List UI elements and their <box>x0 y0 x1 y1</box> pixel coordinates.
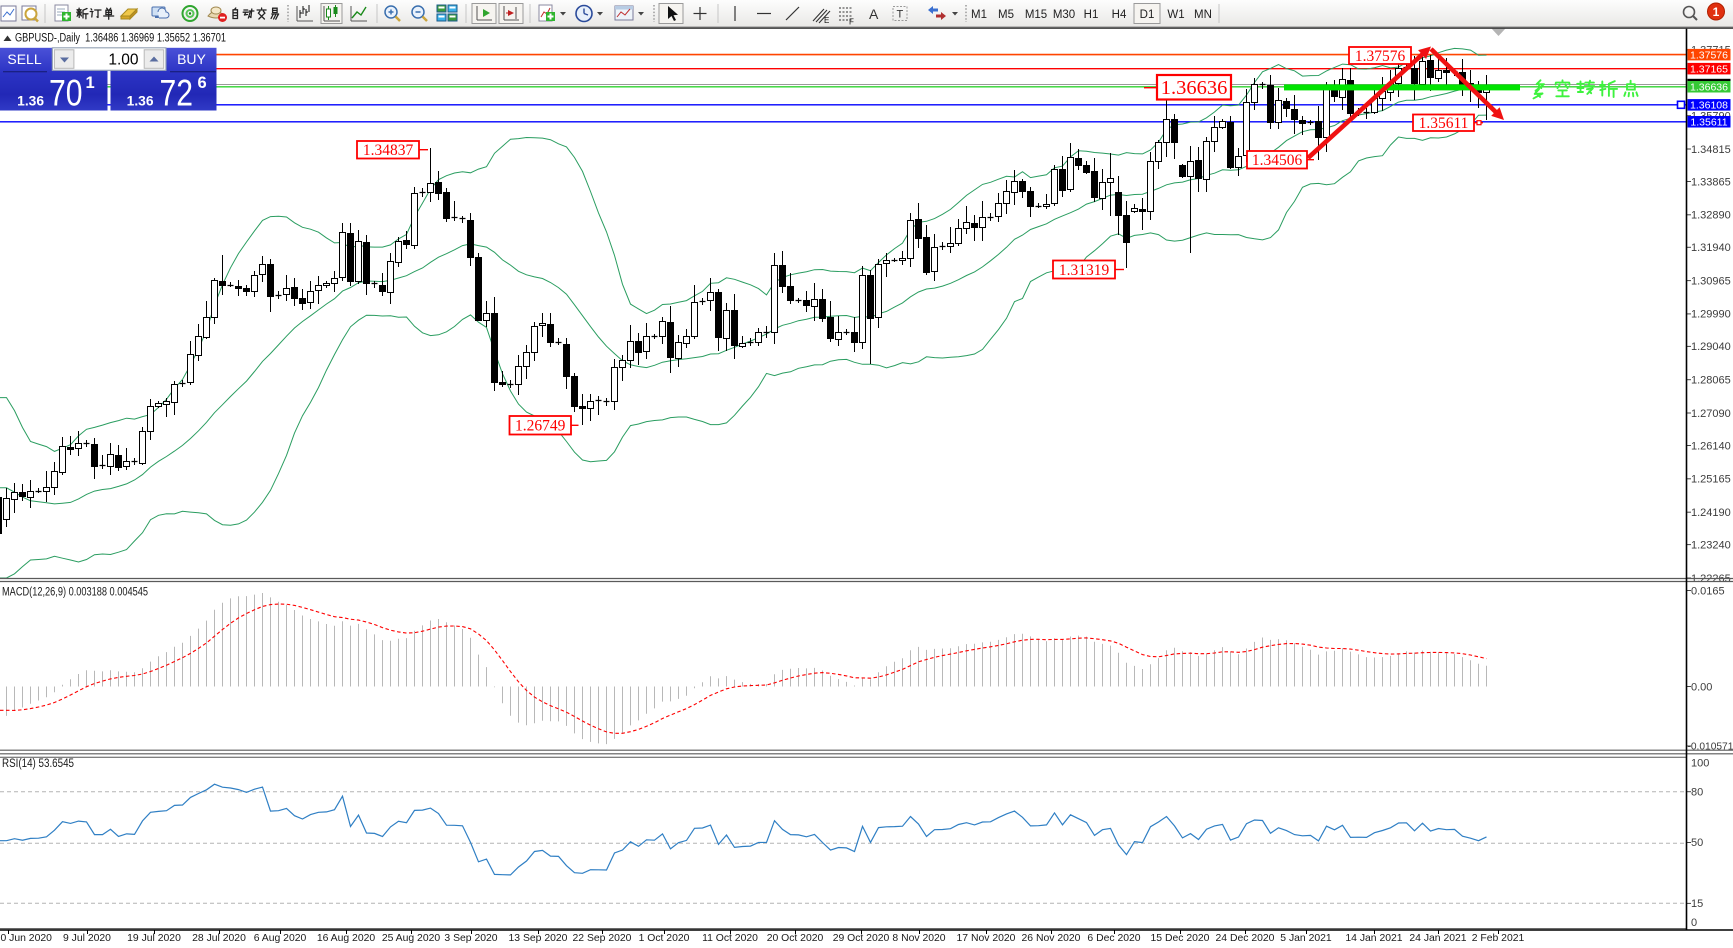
svg-text:1.32890: 1.32890 <box>1691 210 1731 222</box>
svg-text:M5: M5 <box>998 9 1014 21</box>
svg-text:29 Oct 2020: 29 Oct 2020 <box>833 933 890 944</box>
svg-text:24 Jan 2021: 24 Jan 2021 <box>1409 933 1466 944</box>
svg-text:H4: H4 <box>1112 9 1127 21</box>
svg-text:T: T <box>897 9 904 21</box>
svg-text:BUY: BUY <box>177 51 206 67</box>
svg-text:1.34837: 1.34837 <box>363 142 414 159</box>
svg-text:24 Dec 2020: 24 Dec 2020 <box>1216 933 1275 944</box>
svg-text:100: 100 <box>1691 758 1709 770</box>
svg-text:1.37576: 1.37576 <box>1355 48 1406 65</box>
svg-text:1.00: 1.00 <box>108 52 139 69</box>
svg-text:16 Aug 2020: 16 Aug 2020 <box>317 933 376 944</box>
svg-text:M1: M1 <box>971 9 987 21</box>
svg-text:1: 1 <box>1713 5 1720 19</box>
svg-text:1.24190: 1.24190 <box>1691 507 1731 519</box>
svg-text:1.31940: 1.31940 <box>1691 242 1731 254</box>
svg-text:0.0165: 0.0165 <box>1691 586 1725 598</box>
svg-text:26 Nov 2020: 26 Nov 2020 <box>1022 933 1081 944</box>
svg-text:20 Oct 2020: 20 Oct 2020 <box>767 933 824 944</box>
svg-text:2 Feb 2021: 2 Feb 2021 <box>1472 933 1525 944</box>
svg-text:MACD(12,26,9) 0.003188 0.00454: MACD(12,26,9) 0.003188 0.004545 <box>2 587 148 599</box>
svg-text:0.00: 0.00 <box>1691 682 1712 694</box>
svg-text:6: 6 <box>198 74 207 92</box>
svg-text:50: 50 <box>1691 837 1703 849</box>
svg-text:6 Dec 2020: 6 Dec 2020 <box>1087 933 1140 944</box>
svg-text:1.29040: 1.29040 <box>1691 341 1731 353</box>
svg-text:SELL: SELL <box>7 51 41 67</box>
svg-text:15 Dec 2020: 15 Dec 2020 <box>1151 933 1210 944</box>
svg-text:1.36636: 1.36636 <box>1690 82 1728 94</box>
svg-text:0 Jun 2020: 0 Jun 2020 <box>1 933 53 944</box>
svg-text:17 Nov 2020: 17 Nov 2020 <box>957 933 1016 944</box>
svg-text:14 Jan 2021: 14 Jan 2021 <box>1345 933 1402 944</box>
svg-text:22 Sep 2020: 22 Sep 2020 <box>573 933 632 944</box>
svg-text:GBPUSD-,Daily 1.36486 1.36969: GBPUSD-,Daily 1.36486 1.36969 1.35652 1.… <box>15 33 226 45</box>
svg-text:1 Oct 2020: 1 Oct 2020 <box>639 933 690 944</box>
svg-text:1.31319: 1.31319 <box>1059 262 1110 279</box>
svg-text:-0.010571: -0.010571 <box>1688 742 1733 753</box>
svg-text:15: 15 <box>1691 898 1703 910</box>
svg-text:1.29990: 1.29990 <box>1691 309 1731 321</box>
svg-text:F: F <box>849 18 854 27</box>
svg-text:70: 70 <box>49 72 83 114</box>
svg-text:1.23240: 1.23240 <box>1691 539 1731 551</box>
svg-text:3 Sep 2020: 3 Sep 2020 <box>444 933 497 944</box>
svg-text:1.36636: 1.36636 <box>1161 77 1228 99</box>
svg-text:1.34506: 1.34506 <box>1252 152 1303 169</box>
svg-text:1.36: 1.36 <box>17 94 44 109</box>
svg-text:28 Jul 2020: 28 Jul 2020 <box>192 933 246 944</box>
svg-text:RSI(14) 53.6545: RSI(14) 53.6545 <box>2 758 74 770</box>
svg-text:1.35611: 1.35611 <box>1690 117 1727 129</box>
svg-text:E: E <box>824 16 829 25</box>
svg-text:1.37165: 1.37165 <box>1690 64 1728 76</box>
svg-text:1.36108: 1.36108 <box>1690 100 1728 112</box>
svg-text:1.35611: 1.35611 <box>1419 115 1469 132</box>
svg-text:8 Nov 2020: 8 Nov 2020 <box>892 933 945 944</box>
svg-text:M30: M30 <box>1053 9 1075 21</box>
svg-text:0: 0 <box>1691 917 1697 929</box>
svg-text:1.27090: 1.27090 <box>1691 408 1731 420</box>
svg-text:1.28065: 1.28065 <box>1691 375 1731 387</box>
svg-text:1.34815: 1.34815 <box>1691 144 1731 156</box>
svg-text:9 Jul 2020: 9 Jul 2020 <box>63 933 111 944</box>
svg-text:1: 1 <box>86 74 95 92</box>
svg-text:72: 72 <box>160 72 194 114</box>
svg-text:A: A <box>869 6 879 22</box>
svg-text:25 Aug 2020: 25 Aug 2020 <box>382 933 441 944</box>
svg-text:W1: W1 <box>1167 9 1184 21</box>
svg-text:MN: MN <box>1194 9 1212 21</box>
svg-text:1.30965: 1.30965 <box>1691 275 1731 287</box>
svg-text:1.37576: 1.37576 <box>1690 50 1728 62</box>
svg-text:13 Sep 2020: 13 Sep 2020 <box>509 933 568 944</box>
svg-text:1.25165: 1.25165 <box>1691 474 1731 486</box>
svg-text:5 Jan 2021: 5 Jan 2021 <box>1280 933 1332 944</box>
svg-text:D1: D1 <box>1140 9 1155 21</box>
svg-text:1.26140: 1.26140 <box>1691 440 1731 452</box>
svg-text:M15: M15 <box>1025 9 1047 21</box>
svg-text:80: 80 <box>1691 787 1703 799</box>
svg-text:1.26749: 1.26749 <box>515 418 566 435</box>
svg-text:1.33865: 1.33865 <box>1691 176 1731 188</box>
svg-text:11 Oct 2020: 11 Oct 2020 <box>702 933 758 944</box>
svg-text:H1: H1 <box>1084 9 1099 21</box>
svg-text:19 Jul 2020: 19 Jul 2020 <box>127 933 181 944</box>
svg-text:1.36: 1.36 <box>127 94 154 109</box>
svg-text:6 Aug 2020: 6 Aug 2020 <box>254 933 307 944</box>
